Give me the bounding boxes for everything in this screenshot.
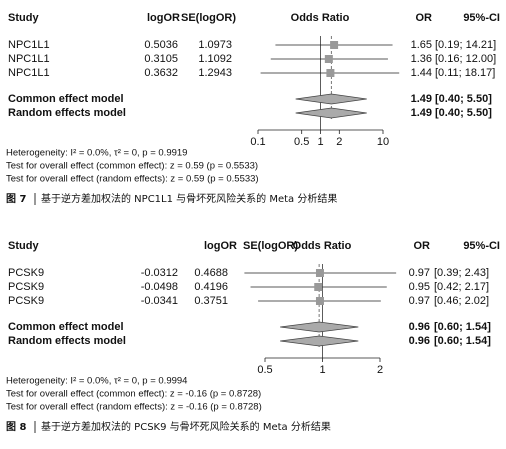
overall-test: Test for overall effect (common effect):… [6, 389, 261, 400]
or-value: 1.36 [411, 53, 432, 65]
study-name: PCSK9 [8, 295, 44, 307]
summary-ci: [0.60; 1.54] [434, 335, 491, 347]
or-value: 0.97 [409, 295, 430, 307]
log-or: 0.3105 [144, 53, 178, 65]
se-log-or: 0.4196 [194, 281, 228, 293]
ci-label: [0.39; 2.43] [434, 267, 489, 279]
column-header: OR [414, 240, 431, 252]
overall-test: Test for overall effect (common effect):… [6, 161, 258, 172]
log-or: 0.3632 [144, 67, 178, 79]
log-or: -0.0341 [141, 295, 178, 307]
study-box [315, 297, 324, 305]
or-value: 0.97 [409, 267, 430, 279]
se-log-or: 0.4688 [194, 267, 228, 279]
x-tick-label: 10 [377, 136, 389, 148]
x-tick-label: 2 [336, 136, 342, 148]
summary-name: Random effects model [8, 107, 126, 119]
column-header: 95%-CI [463, 12, 500, 24]
summary-diamond [295, 107, 367, 119]
study-name: NPC1L1 [8, 53, 50, 65]
summary-ci: [0.60; 1.54] [434, 321, 491, 333]
study-name: PCSK9 [8, 267, 44, 279]
ci-label: [0.16; 12.00] [435, 53, 496, 65]
column-header: Odds Ratio [291, 12, 350, 24]
caption-label: 图 8 [6, 421, 26, 433]
log-or: -0.0312 [141, 267, 178, 279]
summary-ci: [0.40; 5.50] [435, 93, 492, 105]
summary-name: Random effects model [8, 335, 126, 347]
summary-name: Common effect model [8, 321, 124, 333]
study-name: PCSK9 [8, 281, 44, 293]
study-box [326, 69, 335, 77]
x-tick-label: 1 [319, 364, 325, 376]
x-tick-label: 0.5 [294, 136, 309, 148]
log-or: -0.0498 [141, 281, 178, 293]
summary-ci: [0.40; 5.50] [435, 107, 492, 119]
column-header: SE(logOR) [181, 12, 236, 24]
study-name: NPC1L1 [8, 67, 50, 79]
heterogeneity: Heterogeneity: I² = 0.0%, τ² = 0, p = 0.… [6, 148, 187, 159]
or-value: 1.65 [411, 39, 432, 51]
summary-or: 0.96 [409, 321, 430, 333]
log-or: 0.5036 [144, 39, 178, 51]
or-value: 0.95 [409, 281, 430, 293]
se-log-or: 1.0973 [198, 39, 232, 51]
summary-or: 1.49 [411, 93, 432, 105]
x-tick-label: 0.5 [257, 364, 272, 376]
summary-or: 0.96 [409, 335, 430, 347]
study-box [315, 269, 324, 277]
study-name: NPC1L1 [8, 39, 50, 51]
or-value: 1.44 [411, 67, 432, 79]
study-box [330, 41, 339, 49]
summary-diamond [280, 321, 359, 333]
study-box [314, 283, 323, 291]
column-header: OR [416, 12, 433, 24]
x-tick-label: 2 [377, 364, 383, 376]
column-header: logOR [204, 240, 237, 252]
ci-label: [0.11; 18.17] [435, 67, 495, 79]
overall-test: Test for overall effect (random effects)… [6, 174, 259, 185]
column-header: Odds Ratio [293, 240, 352, 252]
column-header: Study [8, 240, 39, 252]
overall-test: Test for overall effect (random effects)… [6, 402, 262, 413]
x-tick-label: 1 [317, 136, 323, 148]
caption-label: 图 7 [6, 193, 26, 205]
caption-text: 基于逆方差加权法的 NPC1L1 与骨坏死风险关系的 Meta 分析结果 [41, 192, 337, 205]
ci-label: [0.42; 2.17] [434, 281, 489, 293]
caption-text: 基于逆方差加权法的 PCSK9 与骨坏死风险关系的 Meta 分析结果 [41, 420, 331, 433]
column-header: logOR [147, 12, 180, 24]
se-log-or: 1.1092 [198, 53, 232, 65]
ci-label: [0.19; 14.21] [435, 39, 496, 51]
summary-name: Common effect model [8, 93, 124, 105]
se-log-or: 1.2943 [198, 67, 232, 79]
column-header: Study [8, 12, 39, 24]
heterogeneity: Heterogeneity: I² = 0.0%, τ² = 0, p = 0.… [6, 376, 187, 387]
summary-diamond [295, 93, 367, 105]
study-box [324, 55, 333, 63]
summary-or: 1.49 [411, 107, 432, 119]
column-header: 95%-CI [463, 240, 500, 252]
column-header: SE(logOR) [243, 240, 298, 252]
summary-diamond [280, 335, 359, 347]
x-tick-label: 0.1 [250, 136, 265, 148]
ci-label: [0.46; 2.02] [434, 295, 489, 307]
se-log-or: 0.3751 [194, 295, 228, 307]
